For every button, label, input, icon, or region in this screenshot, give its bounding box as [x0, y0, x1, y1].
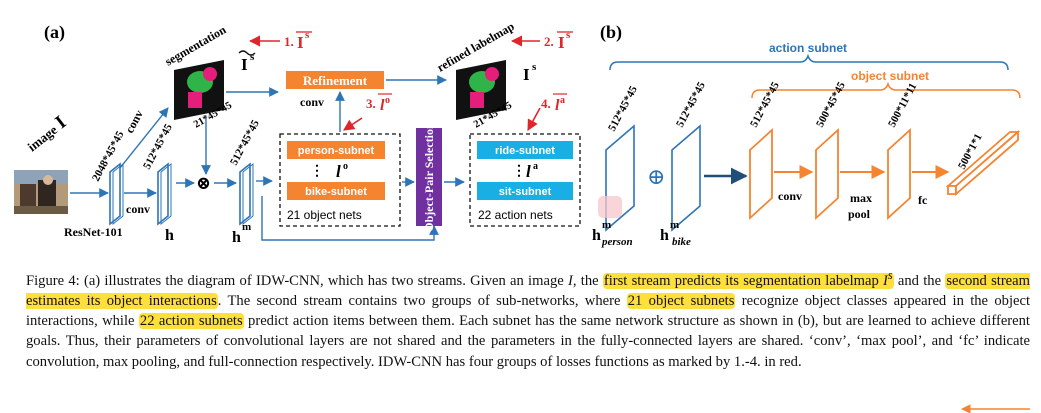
svg-text:l: l [380, 97, 385, 114]
otimes-operator: ⊗ [196, 173, 211, 193]
image-label: imageI [22, 112, 70, 156]
bike-subnet-box [287, 182, 385, 200]
highlight-21-object-subnets: 21 object subnets [626, 293, 736, 310]
svg-text:s: s [250, 51, 255, 63]
action-nets-label: 22 action nets [478, 208, 553, 222]
fc-label: fc [918, 193, 928, 207]
dim-2048: 2048*45*45 [90, 129, 127, 184]
panel-a-label: (a) [44, 22, 65, 43]
svg-text:o: o [343, 161, 348, 172]
feature-map-h-bike [671, 124, 701, 232]
resnet-label: ResNet-101 [64, 225, 123, 239]
feature-map-h [157, 162, 169, 226]
conv-upper-label: conv [122, 108, 146, 136]
svg-text:h: h [592, 227, 601, 244]
svg-text:1.: 1. [284, 34, 294, 49]
loss-2-label: 2. I s [544, 29, 573, 52]
feature-map-hm [239, 162, 251, 226]
svg-text:s: s [305, 29, 310, 41]
object-nets-box [279, 133, 401, 227]
dim-512-hm: 512*45*45 [228, 118, 262, 168]
object-nets-label: 21 object nets [287, 208, 362, 222]
loss-1-label: 1. I s [284, 29, 312, 52]
h-label: h [165, 227, 174, 244]
object-dots: ⋮ [310, 164, 324, 179]
dim-4: 500*45*45 [814, 80, 848, 130]
svg-text:I: I [241, 55, 248, 74]
svg-text:o: o [385, 95, 390, 106]
person-subnet-label: person-subnet [298, 145, 375, 157]
svg-text:person: person [601, 236, 633, 248]
svg-text:s: s [566, 29, 571, 41]
svg-text:I: I [523, 65, 530, 84]
seg-itilde-label: I s [238, 50, 256, 74]
feature-map-5 [887, 127, 911, 221]
idw-cnn-figure: (a) imageI ResNet-101 2048*45*45 512*45*… [14, 19, 1021, 248]
svg-text:h: h [232, 229, 241, 246]
svg-text:l: l [336, 162, 341, 181]
svg-text:I: I [297, 33, 304, 52]
svg-text:h: h [660, 227, 669, 244]
action-subnet-label: action subnet [769, 41, 847, 55]
svg-text:4.: 4. [541, 96, 551, 111]
conv-lower-label: conv [126, 202, 150, 216]
dim-person: 512*45*45 [606, 84, 640, 134]
pointer-cursor-marker [598, 196, 622, 218]
sit-subnet-label: sit-subnet [499, 186, 552, 198]
dim-3: 512*45*45 [748, 80, 782, 130]
conv-refine-label: conv [300, 95, 324, 109]
input-image [14, 170, 68, 214]
segmentation-map [174, 60, 224, 120]
max-label: max [850, 191, 872, 205]
person-subnet-box [287, 141, 385, 159]
object-pair-selection-label: Object-Pair Selection [422, 122, 436, 232]
loss-3-label: 3. l o [366, 93, 392, 114]
dim-512-h: 512*45*45 [141, 122, 175, 172]
caption-var-i: I [567, 272, 573, 289]
svg-text:3.: 3. [366, 96, 376, 111]
object-subnet-brace [751, 81, 1021, 99]
h-bike-label: h m bike [660, 219, 691, 248]
dim-bike: 512*45*45 [674, 80, 708, 130]
refinement-label: Refinement [303, 73, 368, 88]
feature-map-3 [749, 127, 773, 221]
svg-text:m: m [242, 221, 251, 233]
svg-text:l: l [555, 97, 560, 114]
svg-text:m: m [670, 219, 679, 231]
feature-map-2048 [109, 162, 121, 226]
hm-label: h m [232, 221, 251, 246]
svg-text:bike: bike [672, 236, 691, 248]
svg-text:m: m [602, 219, 611, 231]
svg-text:l: l [526, 162, 531, 181]
panel-b-label: (b) [600, 22, 622, 43]
conv-b-label: conv [778, 189, 802, 203]
action-subnet-brace [609, 53, 1009, 71]
refinement-box [286, 71, 384, 89]
refined-labelmap [456, 60, 506, 120]
la-label: l a [526, 161, 538, 181]
sit-subnet-box [477, 182, 573, 200]
bike-subnet-label: bike-subnet [305, 186, 367, 198]
object-pair-selection-box [416, 128, 442, 226]
pool-label: pool [848, 207, 871, 221]
svg-text:s: s [532, 61, 537, 73]
action-dots: ⋮ [512, 164, 526, 179]
ride-subnet-box [477, 141, 573, 159]
loss-4-label: 4. l a [541, 93, 567, 114]
refined-is-label: I s [523, 61, 537, 84]
feature-map-4 [815, 127, 839, 221]
svg-text:a: a [533, 161, 538, 172]
highlight-first-stream: first stream predicts its segmentation l… [602, 268, 894, 289]
h-person-label: h m person [592, 219, 633, 248]
svg-text:a: a [560, 95, 565, 106]
object-subnet-label: object subnet [851, 69, 929, 83]
lo-label: l o [336, 161, 348, 181]
figure-caption: Figure 4: (a) illustrates the diagram of… [26, 268, 1031, 370]
svg-text:I: I [558, 33, 565, 52]
action-nets-box [469, 133, 581, 227]
ride-subnet-label: ride-subnet [495, 145, 555, 157]
oplus-operator: ⊕ [647, 164, 665, 189]
svg-text:2.: 2. [544, 34, 554, 49]
highlight-22-action-subnets: 22 action subnets [138, 313, 244, 330]
